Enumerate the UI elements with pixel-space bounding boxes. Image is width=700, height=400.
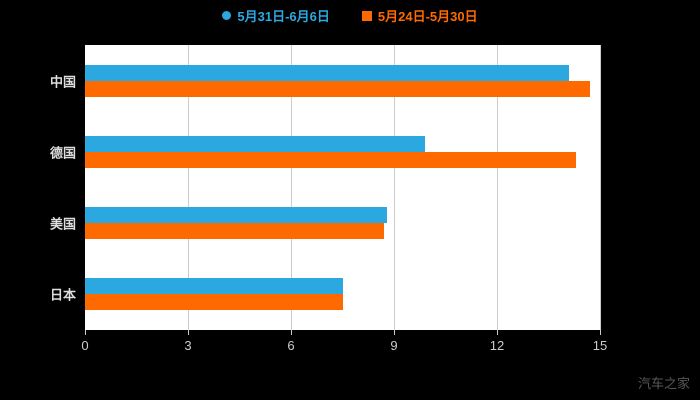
legend-item[interactable]: 5月24日-5月30日 (361, 6, 478, 25)
watermark: 汽车之家 (637, 376, 690, 391)
bar (85, 207, 388, 224)
gridline (394, 45, 395, 330)
legend-label: 5月24日-5月30日 (377, 9, 478, 24)
bar (85, 151, 576, 168)
legend: 5月31日-6月6日 5月24日-5月30日 (0, 6, 700, 25)
category-label: 中国 (49, 74, 76, 90)
x-axis-tick-label: 12 (489, 338, 505, 353)
plot-area (85, 45, 601, 330)
bar (85, 135, 425, 152)
x-axis-tick (85, 330, 86, 335)
category-label: 日本 (49, 287, 76, 303)
x-axis-tick-label: 9 (390, 338, 398, 353)
x-axis-tick (394, 330, 395, 335)
gridline (600, 45, 601, 330)
legend-item[interactable]: 5月31日-6月6日 (222, 6, 330, 25)
legend-label: 5月31日-6月6日 (237, 9, 330, 24)
bar (85, 64, 570, 81)
x-axis-tick (497, 330, 498, 335)
x-axis-tick-label: 15 (592, 338, 608, 353)
circle-legend-marker-icon (222, 11, 232, 20)
x-axis-tick (600, 330, 601, 335)
bar (85, 278, 343, 295)
gridline (291, 45, 292, 330)
x-axis-tick (291, 330, 292, 335)
x-axis-tick-label: 6 (287, 338, 295, 353)
square-legend-marker-icon (361, 10, 372, 21)
category-label: 德国 (49, 145, 76, 161)
bar (85, 80, 590, 97)
category-label: 美国 (49, 216, 76, 232)
bar (85, 294, 343, 311)
x-axis-tick (188, 330, 189, 335)
bar (85, 223, 384, 240)
gridline (497, 45, 498, 330)
x-axis-tick-label: 3 (184, 338, 192, 353)
x-axis-tick-label: 0 (81, 338, 89, 353)
gridline (188, 45, 189, 330)
